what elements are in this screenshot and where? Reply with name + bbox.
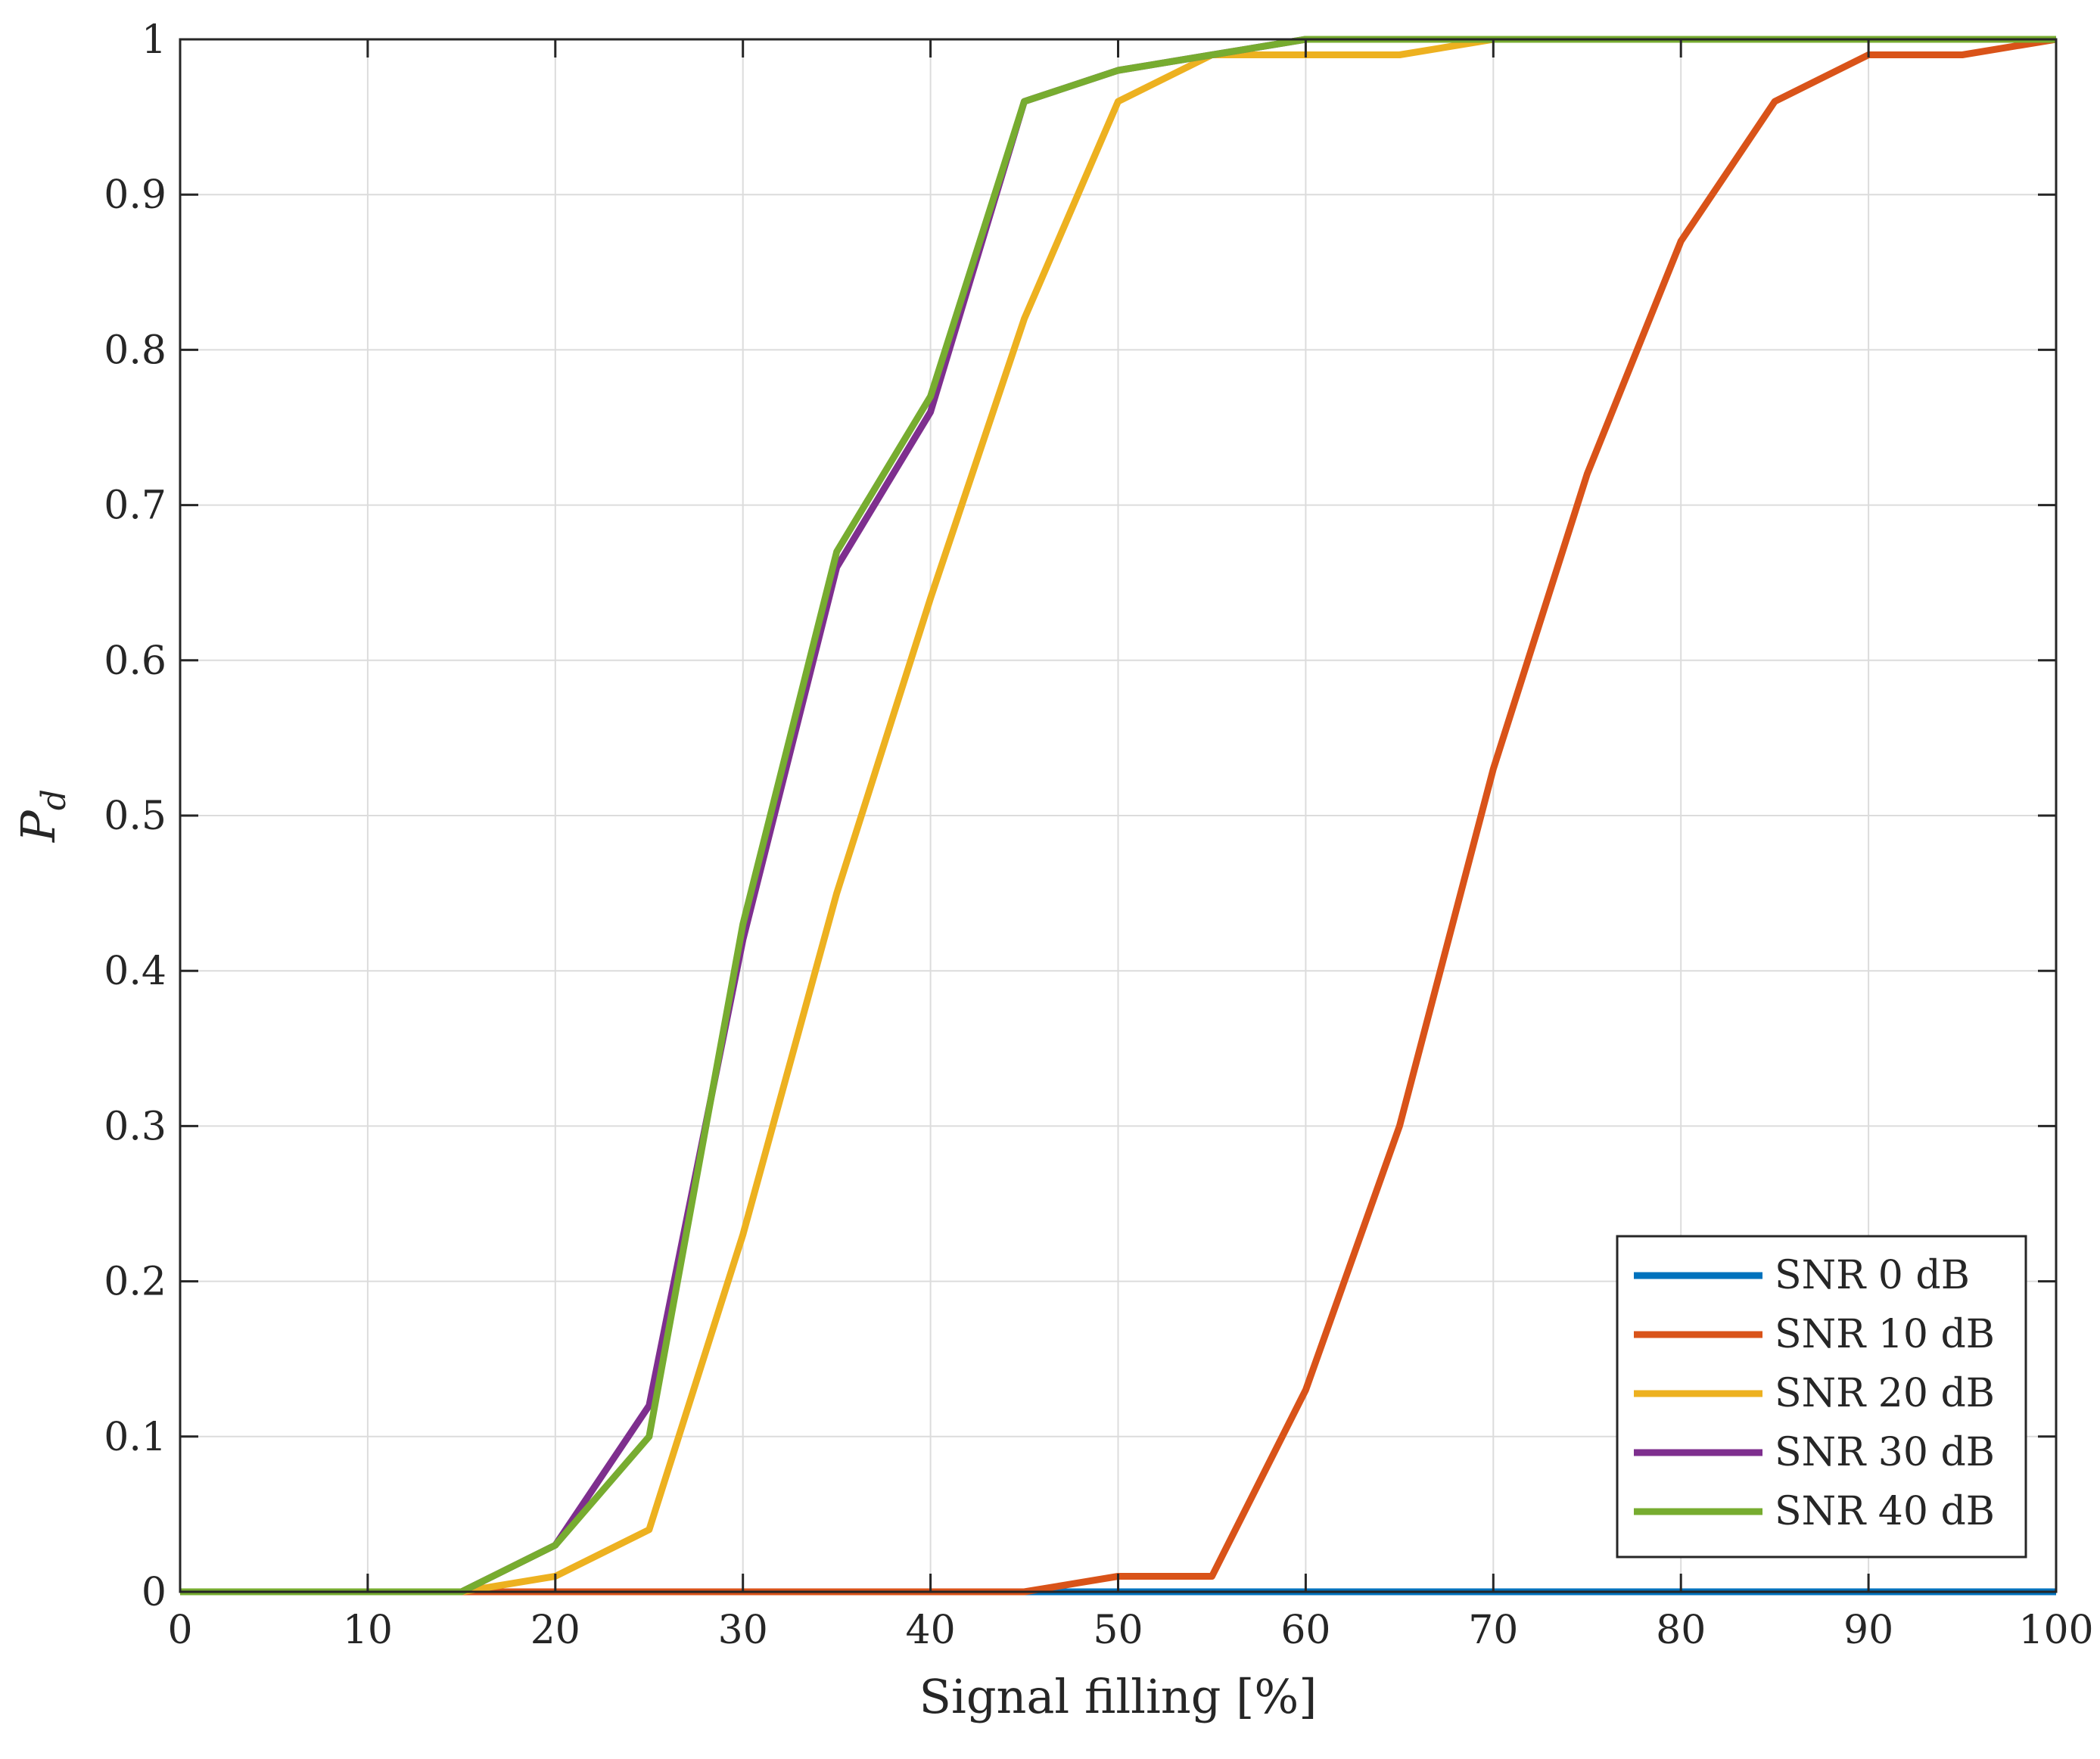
y-tick-label: 0.8	[104, 328, 166, 373]
x-tick-label: 20	[530, 1608, 580, 1653]
y-tick-label: 0.4	[104, 949, 166, 994]
y-axis-label: Pd	[11, 789, 73, 843]
y-tick-label: 0.6	[104, 639, 166, 684]
x-tick-label: 30	[718, 1608, 768, 1653]
legend: SNR 0 dB SNR 10 dB SNR 20 dB SNR 30 dB SNR 4…	[1616, 1235, 2027, 1559]
y-tick-label: 0.5	[104, 794, 166, 839]
x-tick-label: 60	[1280, 1608, 1330, 1653]
legend-box	[1616, 1235, 2027, 1559]
tick-layer: 0 10 20 30 40 50 60 70 80 90 100 0 0.1 0.2 0.3 0.4 0.5 0.…	[104, 17, 2093, 1653]
y-tick-label: 0.3	[104, 1104, 166, 1149]
y-axis-label-main: P	[11, 810, 66, 843]
x-tick-label: 0	[167, 1608, 192, 1653]
y-tick-label: 0.9	[104, 172, 166, 218]
x-tick-label: 10	[343, 1608, 393, 1653]
x-tick-label: 100	[2018, 1608, 2093, 1653]
legend-label: SNR 0 dB	[1775, 1253, 1970, 1298]
y-tick-label: 0.7	[104, 483, 166, 529]
y-axis-label-subscript: d	[35, 789, 73, 810]
legend-label: SNR 40 dB	[1775, 1489, 1995, 1534]
x-tick-label: 50	[1093, 1608, 1143, 1653]
x-axis-label: Signal filling [%]	[919, 1669, 1318, 1724]
x-tick-label: 40	[906, 1608, 956, 1653]
y-tick-label: 1	[142, 17, 166, 63]
legend-label: SNR 20 dB	[1775, 1371, 1995, 1416]
legend-label: SNR 10 dB	[1775, 1312, 1995, 1357]
x-tick-label: 70	[1468, 1608, 1518, 1653]
y-tick-label: 0	[142, 1570, 166, 1615]
y-tick-label: 0.2	[104, 1260, 166, 1305]
x-tick-label: 90	[1843, 1608, 1893, 1653]
x-tick-label: 80	[1656, 1608, 1706, 1653]
legend-label: SNR 30 dB	[1775, 1430, 1995, 1475]
y-tick-label: 0.1	[104, 1415, 166, 1460]
